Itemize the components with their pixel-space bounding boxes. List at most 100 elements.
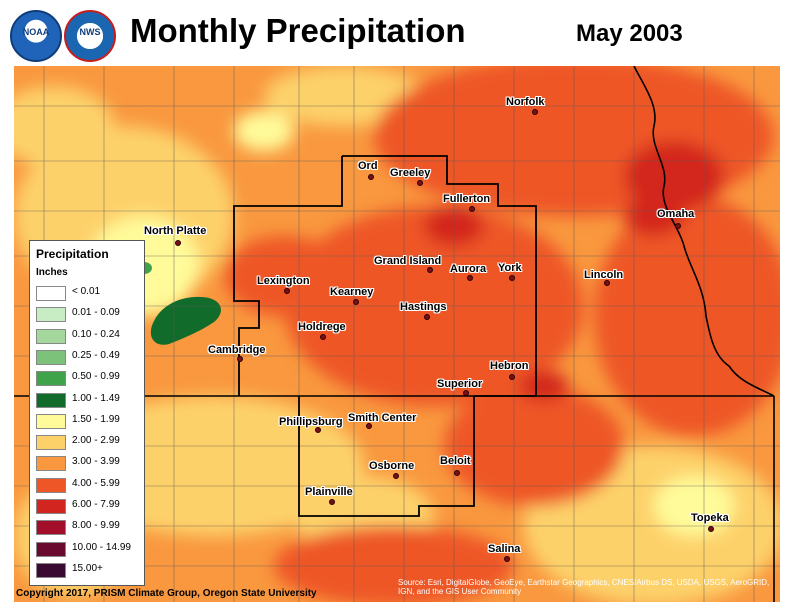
city-label-york: York: [498, 262, 522, 274]
legend-item: 1.00 - 1.49: [36, 392, 140, 408]
city-marker: [417, 180, 423, 186]
copyright-text: Copyright 2017, PRISM Climate Group, Ore…: [16, 588, 317, 599]
legend-label: 4.00 - 5.99: [72, 477, 120, 489]
city-marker: [175, 240, 181, 246]
city-label-lexington: Lexington: [257, 275, 310, 287]
legend-label: 0.01 - 0.09: [72, 307, 120, 319]
city-marker: [604, 280, 610, 286]
city-marker: [424, 314, 430, 320]
legend-swatch: [36, 477, 66, 493]
city-marker: [509, 275, 515, 281]
city-marker: [368, 174, 374, 180]
legend-item: 1.50 - 1.99: [36, 413, 140, 429]
map-header: NOAA NWS Monthly Precipitation May 2003: [0, 0, 792, 66]
city-marker: [504, 556, 510, 562]
city-label-salina: Salina: [488, 543, 521, 555]
city-label-norfolk: Norfolk: [506, 96, 545, 108]
legend-panel: Precipitation Inches < 0.01 0.01 - 0.09 0.…: [29, 240, 145, 586]
legend-swatch: [36, 371, 66, 387]
legend-swatch: [36, 349, 66, 365]
legend-label: 1.00 - 1.49: [72, 392, 120, 404]
city-marker: [366, 423, 372, 429]
city-marker: [237, 356, 243, 362]
city-label-hastings: Hastings: [400, 301, 447, 313]
city-label-topeka: Topeka: [691, 512, 729, 524]
legend-swatch: [36, 392, 66, 408]
legend-label: 0.25 - 0.49: [72, 349, 120, 361]
city-marker: [320, 334, 326, 340]
city-marker: [469, 206, 475, 212]
legend-item: 0.01 - 0.09: [36, 306, 140, 323]
legend-item: 3.00 - 3.99: [36, 455, 140, 472]
legend-item: 4.00 - 5.99: [36, 477, 140, 493]
city-marker: [463, 390, 469, 396]
legend-swatch: [36, 413, 66, 429]
city-label-greeley: Greeley: [390, 167, 431, 179]
city-marker: [329, 499, 335, 505]
legend-swatch: [36, 499, 66, 514]
nws-logo: NWS: [64, 10, 116, 62]
legend-label: 0.50 - 0.99: [72, 371, 120, 383]
legend-item: 6.00 - 7.99: [36, 498, 140, 514]
city-label-beloit: Beloit: [440, 455, 471, 467]
city-marker: [454, 470, 460, 476]
legend-label: 6.00 - 7.99: [72, 499, 120, 510]
city-label-holdrege: Holdrege: [298, 321, 346, 333]
legend-label: 8.00 - 9.99: [72, 520, 120, 532]
legend-item: 0.50 - 0.99: [36, 370, 140, 387]
city-label-omaha: Omaha: [657, 208, 695, 220]
legend-label: 2.00 - 2.99: [72, 435, 120, 447]
legend-label: < 0.01: [72, 286, 101, 297]
legend-item: 0.25 - 0.49: [36, 349, 140, 365]
city-label-aurora: Aurora: [450, 263, 487, 275]
legend-swatch: [36, 456, 66, 472]
legend-item: 15.00+: [36, 562, 140, 578]
city-label-cambridge: Cambridge: [208, 344, 266, 356]
city-label-grand-island: Grand Island: [374, 255, 442, 267]
city-label-north-platte: North Platte: [144, 225, 207, 237]
city-label-hebron: Hebron: [490, 360, 529, 372]
legend-label: 3.00 - 3.99: [72, 456, 120, 468]
legend-swatch: [36, 286, 66, 301]
city-marker: [509, 374, 515, 380]
legend-label: 15.00+: [72, 562, 103, 574]
noaa-logo: NOAA: [10, 10, 62, 62]
city-marker: [532, 109, 538, 115]
city-label-fullerton: Fullerton: [443, 193, 491, 205]
city-label-smith-center: Smith Center: [348, 412, 417, 424]
legend-item: 2.00 - 2.99: [36, 434, 140, 451]
legend-swatch: [36, 562, 66, 578]
city-label-lincoln: Lincoln: [584, 269, 624, 281]
legend-units: Inches: [36, 267, 68, 278]
city-label-kearney: Kearney: [330, 286, 374, 298]
city-label-osborne: Osborne: [369, 460, 415, 472]
city-marker: [393, 473, 399, 479]
city-marker: [284, 288, 290, 294]
city-label-ord: Ord: [358, 160, 378, 172]
legend-swatch: [36, 328, 66, 344]
legend-label: 1.50 - 1.99: [72, 413, 120, 425]
city-label-superior: Superior: [437, 378, 483, 390]
city-marker: [427, 267, 433, 273]
legend-swatch: [36, 520, 66, 536]
legend-swatch: [36, 435, 66, 451]
legend-swatch: [36, 541, 66, 557]
legend-item: 0.10 - 0.24: [36, 328, 140, 344]
legend-item: 10.00 - 14.99: [36, 541, 140, 557]
city-label-plainville: Plainville: [305, 486, 353, 498]
legend-label: 0.10 - 0.24: [72, 328, 120, 340]
city-marker: [467, 275, 473, 281]
legend-item: < 0.01: [36, 285, 140, 301]
city-marker: [315, 427, 321, 433]
city-marker: [708, 526, 714, 532]
map-title: Monthly Precipitation: [130, 12, 466, 49]
city-marker: [353, 299, 359, 305]
city-marker: [675, 223, 681, 229]
legend-title: Precipitation: [36, 247, 109, 261]
legend-swatch: [36, 307, 66, 323]
source-attribution: Source: Esri, DigitalGlobe, GeoEye, Eart…: [398, 578, 770, 596]
legend-item: 8.00 - 9.99: [36, 519, 140, 536]
city-label-phillipsburg: Phillipsburg: [279, 416, 343, 428]
legend-label: 10.00 - 14.99: [72, 541, 131, 553]
map-period: May 2003: [576, 20, 683, 47]
